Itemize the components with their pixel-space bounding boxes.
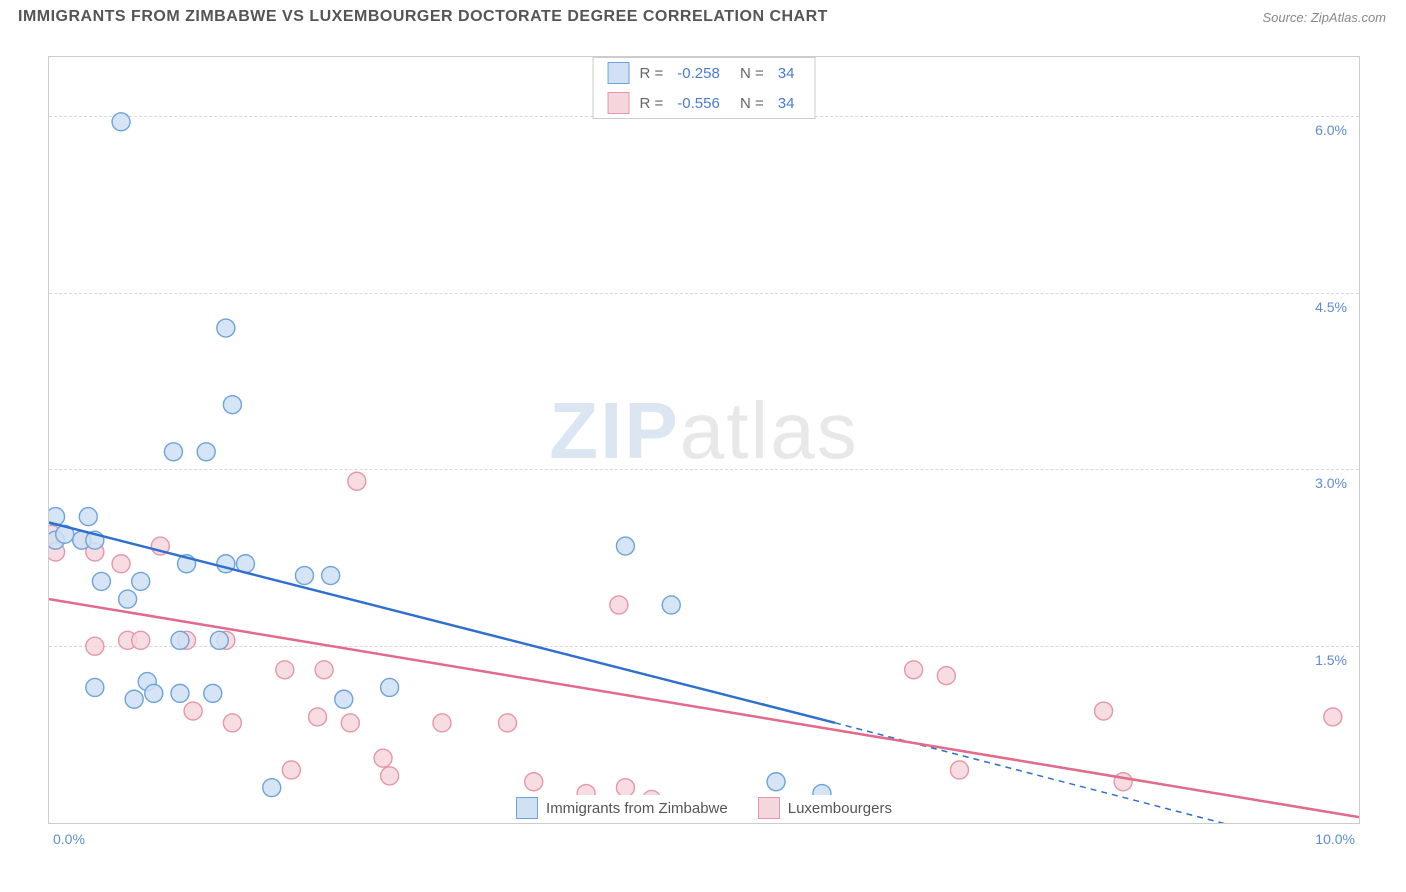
n-value-luxembourg: 34 (778, 95, 795, 112)
legend-item-zimbabwe: Immigrants from Zimbabwe (516, 797, 728, 819)
legend-swatch-luxembourg (608, 92, 630, 114)
r-value-zimbabwe: -0.258 (677, 65, 720, 82)
legend-label-luxembourg: Luxembourgers (788, 800, 892, 817)
legend-swatch-zimbabwe (516, 797, 538, 819)
chart-plot-area: ZIPatlas 1.5%3.0%4.5%6.0% R = -0.258 N =… (48, 56, 1360, 824)
source-label: Source: ZipAtlas.com (1262, 10, 1386, 25)
r-value-luxembourg: -0.556 (677, 95, 720, 112)
legend-correlation: R = -0.258 N = 34 R = -0.556 N = 34 (593, 57, 816, 119)
legend-series: Immigrants from Zimbabwe Luxembourgers (508, 795, 900, 821)
title-bar: IMMIGRANTS FROM ZIMBABWE VS LUXEMBOURGER… (0, 0, 1406, 34)
x-tick-max: 10.0% (1315, 831, 1355, 847)
legend-item-luxembourg: Luxembourgers (758, 797, 892, 819)
legend-row-zimbabwe: R = -0.258 N = 34 (594, 58, 815, 88)
n-value-zimbabwe: 34 (778, 65, 795, 82)
legend-label-zimbabwe: Immigrants from Zimbabwe (546, 800, 728, 817)
legend-swatch-zimbabwe (608, 62, 630, 84)
legend-row-luxembourg: R = -0.556 N = 34 (594, 88, 815, 118)
chart-title: IMMIGRANTS FROM ZIMBABWE VS LUXEMBOURGER… (18, 8, 828, 26)
x-tick-min: 0.0% (53, 831, 85, 847)
scatter-svg (49, 57, 1359, 823)
legend-swatch-luxembourg (758, 797, 780, 819)
